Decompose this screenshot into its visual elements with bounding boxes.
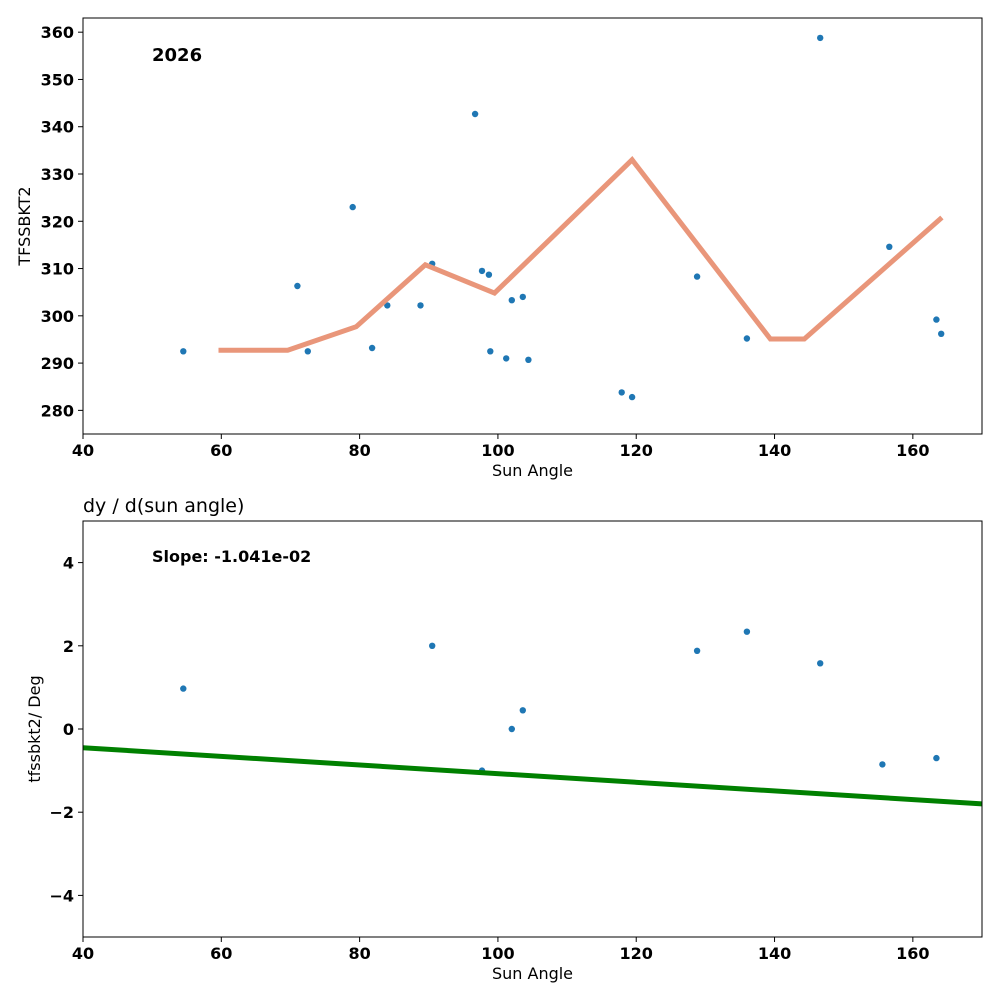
x-tick-label: 100	[481, 441, 514, 460]
panel-title: dy / d(sun angle)	[83, 495, 244, 517]
y-tick-label: 0	[63, 720, 74, 739]
data-point	[938, 330, 945, 337]
panel-annotation: 2026	[152, 45, 202, 66]
y-tick-label: 360	[41, 23, 74, 42]
y-axis-label: tfssbkt2/ Deg	[25, 675, 44, 782]
y-tick-label: 350	[41, 70, 74, 89]
y-axis-label: TFSSBKT2	[15, 186, 34, 266]
data-point	[508, 725, 515, 733]
x-tick-label: 40	[72, 441, 94, 460]
x-tick-label: 160	[896, 441, 929, 460]
x-tick-label: 140	[758, 441, 791, 460]
data-point	[693, 647, 701, 654]
data-point	[485, 271, 493, 278]
x-tick-label: 120	[620, 944, 653, 963]
panel-annotation: Slope: -1.041e-02	[152, 547, 311, 566]
x-tick-label: 160	[896, 944, 929, 963]
data-point	[503, 355, 510, 362]
data-point	[628, 393, 636, 401]
data-point	[384, 302, 391, 309]
data-point	[349, 203, 356, 211]
x-tick-label: 40	[72, 944, 94, 963]
data-point	[886, 243, 893, 250]
x-tick-label: 60	[210, 441, 232, 460]
y-tick-label: 330	[41, 165, 74, 184]
data-point	[294, 282, 301, 290]
data-point	[618, 389, 625, 396]
data-point	[693, 273, 701, 280]
data-point	[478, 267, 486, 275]
trend-line	[218, 156, 944, 353]
data-point	[519, 707, 526, 714]
y-tick-label: −4	[49, 886, 74, 905]
data-point	[525, 356, 532, 363]
data-point	[508, 297, 515, 304]
x-axis-label: Sun Angle	[492, 461, 573, 480]
y-tick-label: 280	[41, 401, 74, 420]
data-point	[743, 628, 751, 635]
data-point	[817, 660, 824, 667]
data-point	[743, 335, 751, 342]
x-tick-label: 60	[210, 944, 232, 963]
data-point	[368, 344, 376, 352]
data-point	[417, 302, 424, 309]
x-axis-label: Sun Angle	[492, 964, 573, 983]
y-tick-label: 2	[63, 637, 74, 656]
y-tick-label: 340	[41, 118, 74, 137]
axes-frame	[82, 17, 983, 435]
data-point	[471, 110, 479, 118]
x-tick-label: 120	[620, 441, 653, 460]
x-tick-label: 80	[348, 944, 370, 963]
data-point	[304, 348, 311, 355]
x-tick-label: 80	[348, 441, 370, 460]
data-point	[933, 316, 940, 323]
data-point	[180, 685, 187, 692]
data-point	[817, 34, 824, 42]
y-tick-label: 300	[41, 307, 74, 326]
y-tick-label: 4	[63, 554, 74, 573]
y-tick-label: −2	[49, 803, 74, 822]
slope-line	[82, 745, 983, 807]
data-point	[487, 348, 494, 355]
data-point	[180, 348, 187, 355]
y-tick-label: 290	[41, 354, 74, 373]
derivative-panel: 40 60 80 100 120 140 160 −4 −2 0 2 4 Sun Angle tfssbk…	[25, 495, 983, 983]
x-tick-label: 140	[758, 944, 791, 963]
x-tick-label: 100	[481, 944, 514, 963]
data-point	[933, 754, 940, 762]
y-tick-label: 310	[41, 260, 74, 279]
data-point	[429, 642, 436, 649]
y-tick-label: 320	[41, 212, 74, 231]
data-point	[519, 293, 526, 301]
trend-panel: 40 60 80 100 120 140 160 280 290 300 310 320 330 340 3…	[15, 17, 983, 480]
data-point	[879, 761, 886, 768]
